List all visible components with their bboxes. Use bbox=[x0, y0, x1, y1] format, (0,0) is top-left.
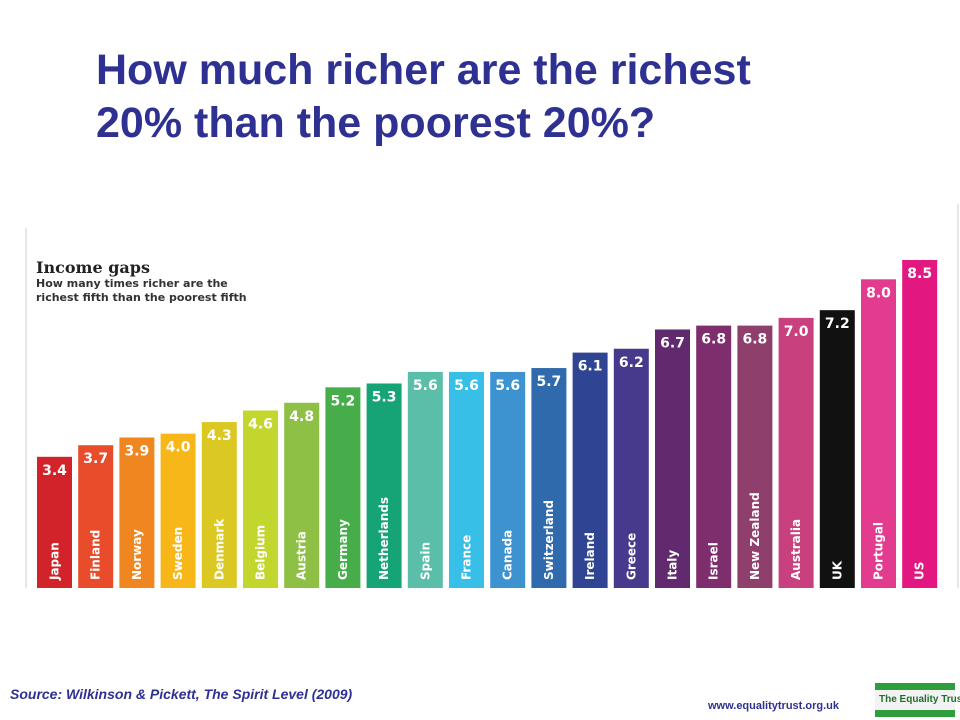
bar-switzerland bbox=[531, 368, 567, 588]
bar-canada bbox=[490, 371, 526, 588]
value-label-new-zealand: 6.8 bbox=[742, 332, 767, 348]
value-label-greece: 6.2 bbox=[619, 355, 644, 371]
value-label-austria: 4.8 bbox=[289, 409, 314, 425]
value-label-australia: 7.0 bbox=[784, 324, 809, 340]
value-label-germany: 5.2 bbox=[330, 393, 355, 409]
category-label-belgium: Belgium bbox=[254, 525, 268, 580]
bar-germany bbox=[325, 387, 361, 588]
value-label-ireland: 6.1 bbox=[578, 359, 603, 375]
value-label-netherlands: 5.3 bbox=[372, 389, 397, 405]
category-label-netherlands: Netherlands bbox=[377, 497, 391, 580]
value-label-portugal: 8.0 bbox=[866, 285, 891, 301]
bar-denmark bbox=[201, 422, 237, 588]
value-label-canada: 5.6 bbox=[495, 378, 520, 394]
category-label-new-zealand: New Zealand bbox=[748, 492, 762, 580]
category-label-norway: Norway bbox=[130, 529, 144, 580]
value-label-spain: 5.6 bbox=[413, 378, 438, 394]
category-label-canada: Canada bbox=[501, 530, 515, 580]
logo-text: The Equality Trust bbox=[879, 694, 960, 705]
slide-title: How much richer are the richest 20% than… bbox=[96, 46, 751, 147]
value-label-belgium: 4.6 bbox=[248, 416, 273, 432]
logo-top-stripe bbox=[875, 683, 955, 690]
bar-greece bbox=[613, 348, 649, 588]
bar-us bbox=[902, 260, 938, 588]
category-label-japan: Japan bbox=[48, 542, 62, 581]
category-label-sweden: Sweden bbox=[171, 527, 185, 580]
bar-norway bbox=[119, 437, 155, 588]
equality-trust-logo: The Equality Trust bbox=[875, 683, 960, 717]
category-label-germany: Germany bbox=[336, 519, 350, 580]
category-label-portugal: Portugal bbox=[872, 522, 886, 580]
bar-belgium bbox=[243, 410, 278, 588]
category-label-us: US bbox=[913, 562, 927, 580]
bar-italy bbox=[655, 329, 690, 588]
category-label-ireland: Ireland bbox=[583, 532, 597, 580]
category-label-spain: Spain bbox=[418, 542, 432, 580]
category-label-italy: Italy bbox=[666, 550, 680, 580]
category-label-switzerland: Switzerland bbox=[542, 500, 556, 580]
category-label-france: France bbox=[460, 535, 474, 580]
value-label-us: 8.5 bbox=[907, 266, 932, 282]
value-label-japan: 3.4 bbox=[42, 463, 67, 479]
category-label-denmark: Denmark bbox=[212, 518, 226, 580]
website-link[interactable]: www.equalitytrust.org.uk bbox=[708, 700, 839, 712]
chart-subtitle-line-1: How many times richer are the bbox=[36, 277, 228, 290]
bar-finland bbox=[78, 445, 114, 588]
bars-group: 3.4 Japan 3.7 Finland 3.9 Norway 4.0 Sweden 4.3 D… bbox=[37, 260, 938, 588]
bar-portugal bbox=[861, 279, 896, 588]
bar-austria bbox=[284, 402, 320, 588]
value-label-uk: 7.2 bbox=[825, 316, 850, 332]
value-label-denmark: 4.3 bbox=[207, 428, 232, 444]
bar-ireland bbox=[572, 352, 608, 588]
bar-israel bbox=[696, 325, 732, 588]
value-label-israel: 6.8 bbox=[701, 332, 726, 348]
bar-sweden bbox=[160, 433, 196, 588]
category-label-greece: Greece bbox=[624, 533, 638, 580]
category-label-uk: UK bbox=[830, 560, 844, 580]
chart-svg: Income gaps How many times richer are th… bbox=[25, 204, 959, 588]
income-gaps-chart: Income gaps How many times richer are th… bbox=[0, 200, 960, 600]
bar-australia bbox=[778, 317, 814, 588]
bar-uk bbox=[819, 310, 855, 588]
value-label-norway: 3.9 bbox=[124, 444, 149, 460]
value-label-france: 5.6 bbox=[454, 378, 479, 394]
bar-japan bbox=[37, 456, 72, 588]
value-label-switzerland: 5.7 bbox=[536, 374, 561, 390]
category-label-austria: Austria bbox=[295, 531, 309, 580]
bar-france bbox=[449, 371, 484, 588]
category-label-finland: Finland bbox=[89, 530, 103, 580]
logo-bottom-stripe bbox=[875, 710, 955, 717]
value-label-finland: 3.7 bbox=[83, 451, 108, 467]
value-label-italy: 6.7 bbox=[660, 335, 685, 351]
value-label-sweden: 4.0 bbox=[166, 440, 191, 456]
source-citation: Source: Wilkinson & Pickett, The Spirit … bbox=[10, 686, 353, 702]
chart-subtitle-line-2: richest fifth than the poorest fifth bbox=[36, 291, 247, 304]
bar-spain bbox=[407, 371, 443, 588]
category-label-australia: Australia bbox=[789, 519, 803, 580]
category-label-israel: Israel bbox=[707, 542, 721, 580]
chart-title: Income gaps bbox=[36, 258, 150, 277]
bar-netherlands bbox=[366, 383, 402, 588]
bar-new-zealand bbox=[737, 325, 773, 588]
